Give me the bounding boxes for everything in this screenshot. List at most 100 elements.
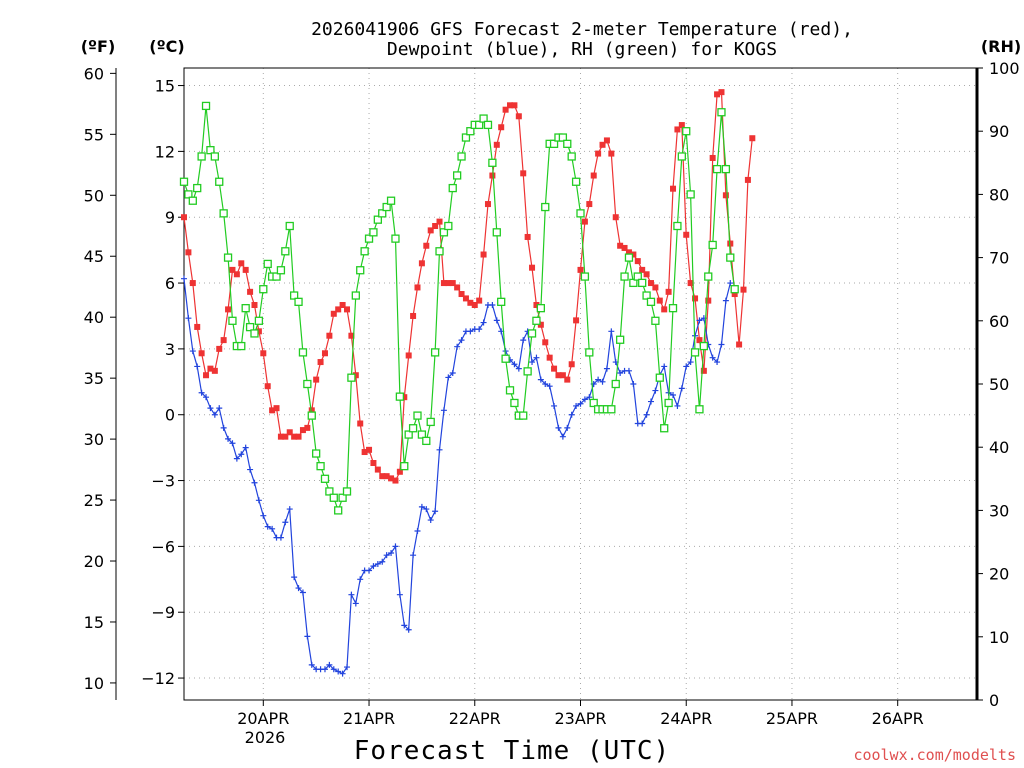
temperature-point [260,350,267,357]
temperature-point [656,297,663,304]
dewpoint-point [683,363,690,370]
relative-humidity-point [179,177,189,186]
temperature-point [678,122,685,129]
relative-humidity-point [369,228,378,237]
temperature-point [277,433,284,440]
dewpoint-point [520,337,527,344]
relative-humidity-point [426,417,435,427]
f-tick-label: 35 [84,369,104,388]
temperature-point [665,288,672,295]
dewpoint-line [183,278,731,675]
relative-humidity-point [312,449,321,458]
dewpoint-point [321,666,328,673]
relative-humidity-point [193,183,202,193]
temperature-point [740,286,747,293]
temperature-point [273,405,280,412]
relative-humidity-point [422,436,431,446]
temperature-point [537,321,544,328]
relative-humidity-point [580,272,590,281]
dewpoint-point [414,528,421,535]
rh-unit-label: (RH) [981,37,1021,56]
dewpoint-point [647,398,654,405]
temperature-point [449,280,456,287]
f-tick-label: 30 [84,430,104,449]
temperature-point [326,332,333,339]
dewpoint-point [639,420,646,427]
relative-humidity-point [320,474,330,483]
temperature-point [749,135,756,142]
temperature-point [379,473,386,480]
temperature-point [462,295,469,302]
rh-tick-label: 50 [989,375,1009,394]
relative-humidity-point [356,266,365,275]
relative-humidity-point [444,221,453,231]
temperature-point [361,449,368,456]
relative-humidity-point [285,221,294,231]
relative-humidity-point [188,196,197,205]
relative-humidity-point [527,329,537,338]
relative-humidity-point [448,183,457,193]
temperature-point [440,280,447,287]
temperature-point [599,141,606,148]
dewpoint-point [229,440,236,447]
temperature-point [573,317,580,324]
x-year-label: 2026 [245,728,286,747]
temperature-point [317,359,324,366]
f-tick-label: 25 [84,491,104,510]
series-layer [179,89,756,677]
relative-humidity-point [699,341,709,351]
rh-tick-label: 40 [989,438,1009,457]
dewpoint-point [714,359,721,366]
f-tick-label: 20 [84,552,104,571]
relative-humidity-point [281,247,290,256]
c-tick-label: 9 [165,208,175,227]
temperature-point [383,473,390,480]
dewpoint-point [661,363,668,370]
relative-humidity-point [664,398,673,408]
relative-humidity-point [276,266,286,275]
relative-humidity-point [690,348,700,357]
rh-tick-label: 20 [989,565,1009,584]
temperature-point [344,306,351,313]
relative-humidity-point [197,152,206,161]
temperature-point [471,302,478,308]
temperature-point [524,233,531,240]
temperature-point [727,240,734,247]
relative-humidity-point [400,462,409,471]
dewpoint-point [608,328,615,335]
dewpoint-point [454,343,461,350]
relative-humidity-point [228,316,237,325]
dewpoint-point [573,402,580,409]
temperature-point [291,433,298,440]
x-axis-title: Forecast Time (UTC) [354,736,670,766]
temperature-point [423,242,430,249]
temperature-point [736,341,743,348]
dewpoint-point [291,574,298,581]
relative-humidity-point [642,291,651,300]
temperature-point [198,350,205,357]
dewpoint-point [277,534,284,541]
dewpoint-point [555,424,562,431]
temperature-point [295,433,302,440]
relative-humidity-point [712,164,722,174]
dewpoint-point [674,402,681,409]
relative-humidity-point [457,152,466,161]
dewpoint-point [379,558,386,565]
relative-humidity-point [646,297,656,306]
relative-humidity-point [541,202,550,212]
dewpoint-point [727,280,734,287]
relative-humidity-point [342,487,352,496]
dewpoint-point [625,367,632,374]
dewpoint-point [537,376,544,383]
relative-humidity-point [303,379,312,389]
temperature-point [304,424,311,431]
relative-humidity-point [373,215,382,224]
temperature-point [480,251,487,258]
temperature-point [502,106,509,113]
dewpoint-point [388,549,395,556]
dewpoint-point [207,405,214,412]
temperature-point [625,249,632,256]
temperature-point [242,266,249,273]
dewpoint-point [696,317,703,324]
dewpoint-point [449,370,456,377]
